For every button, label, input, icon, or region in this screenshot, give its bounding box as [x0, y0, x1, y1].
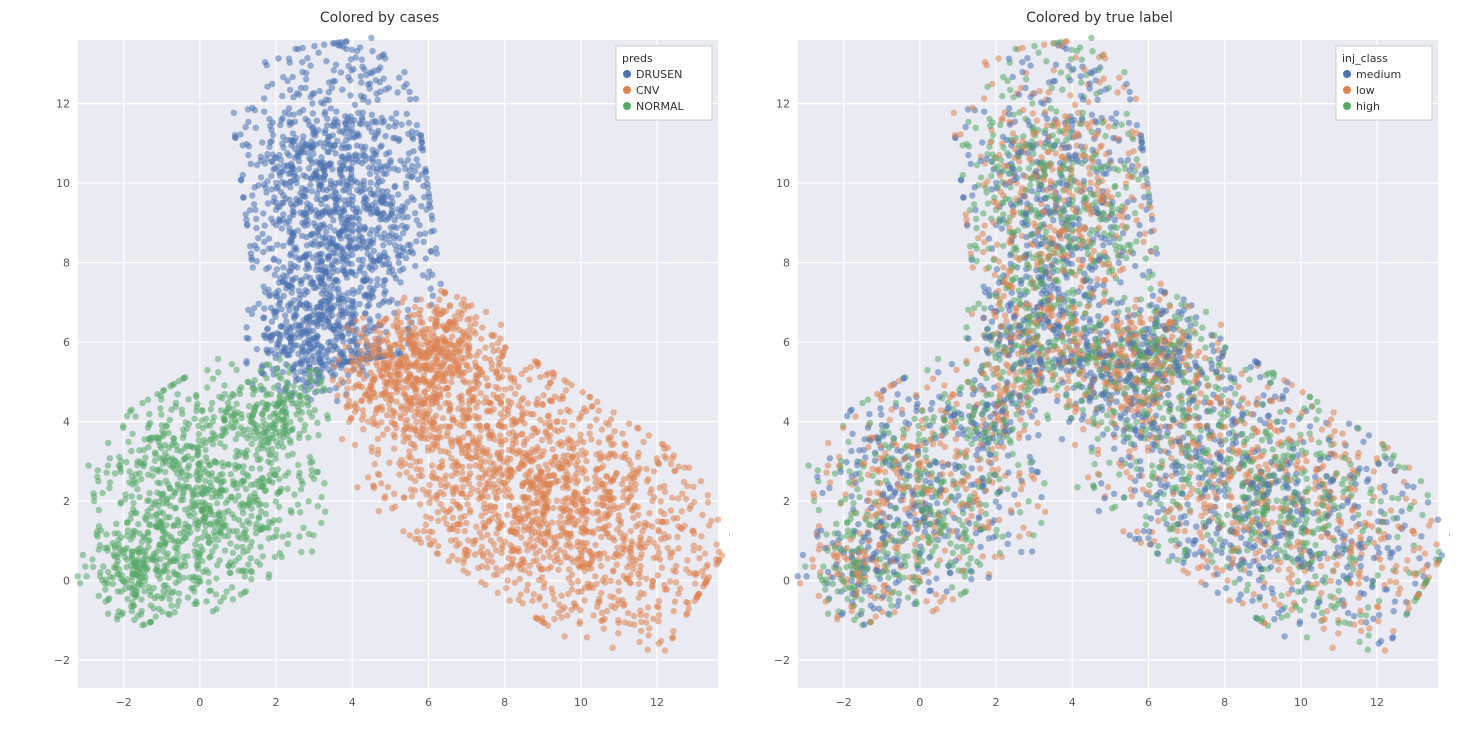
svg-text:12: 12 — [56, 98, 70, 111]
svg-text:−2: −2 — [53, 654, 69, 667]
subplot-left: Colored by cases −2 0 2 4 6 8 10 12 −2 0 2 4 6 8 10 12 p… — [30, 10, 730, 722]
svg-text:2: 2 — [63, 495, 70, 508]
svg-text:6: 6 — [63, 336, 70, 349]
figure: Colored by cases −2 0 2 4 6 8 10 12 −2 0 2 4 6 8 10 12 p… — [10, 10, 1469, 722]
title-left: Colored by cases — [30, 10, 730, 26]
svg-text:8: 8 — [501, 696, 508, 709]
scatter-right: −2024681012−2024681012inj_classmediumlow… — [750, 32, 1450, 722]
svg-text:0: 0 — [196, 696, 203, 709]
svg-text:6: 6 — [424, 696, 431, 709]
legend: inj_classmediumlowhigh — [1336, 46, 1432, 120]
svg-text:4: 4 — [348, 696, 355, 709]
svg-text:4: 4 — [63, 416, 70, 429]
svg-text:10: 10 — [573, 696, 587, 709]
subplot-right: Colored by true label −2024681012−202468… — [750, 10, 1450, 722]
svg-text:0: 0 — [63, 575, 70, 588]
svg-text:12: 12 — [650, 696, 664, 709]
svg-text:8: 8 — [63, 257, 70, 270]
svg-text:−2: −2 — [115, 696, 131, 709]
svg-text:10: 10 — [56, 177, 70, 190]
legend: predsDRUSENCNVNORMAL — [616, 46, 712, 120]
title-right: Colored by true label — [750, 10, 1450, 26]
scatter-left: −2 0 2 4 6 8 10 12 −2 0 2 4 6 8 10 12 predsDRUSENCNVNORM… — [30, 32, 730, 722]
svg-text:2: 2 — [272, 696, 279, 709]
